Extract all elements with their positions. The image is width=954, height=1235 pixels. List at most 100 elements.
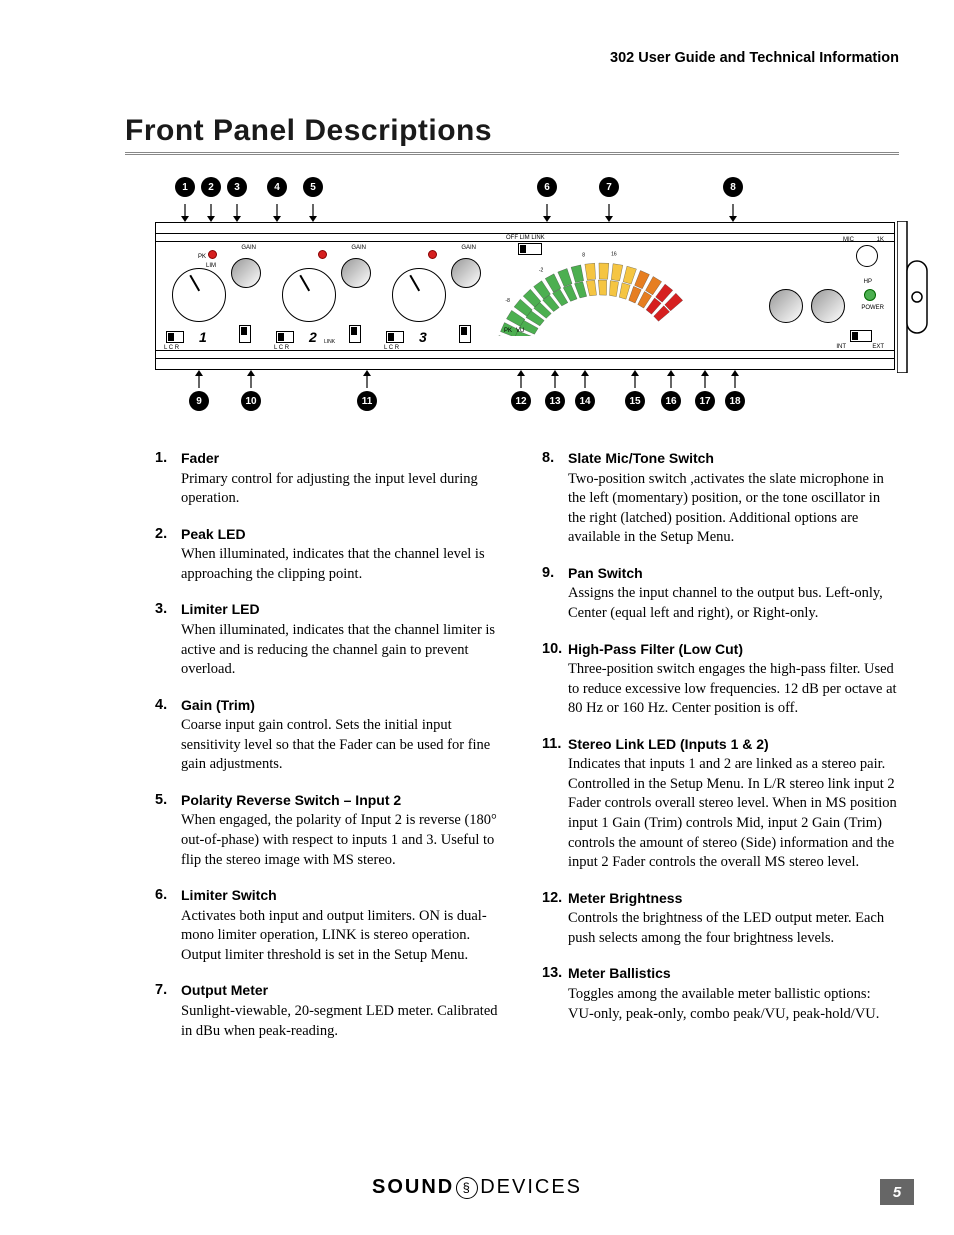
item-description: Assigns the input channel to the output … (568, 585, 883, 621)
item-number: 6. (155, 886, 181, 965)
page-header: 302 User Guide and Technical Information (115, 50, 899, 66)
svg-text:16: 16 (611, 252, 617, 258)
item-number: 4. (155, 696, 181, 775)
callout-4: 4 (267, 177, 287, 197)
item-number: 13. (542, 964, 568, 1024)
pan-switch (166, 331, 184, 343)
gain-knob (341, 258, 371, 288)
item-description: Toggles among the available meter ballis… (568, 986, 879, 1022)
description-item-3: 3. Limiter LED When illuminated, indicat… (155, 600, 512, 679)
item-title: Limiter Switch (181, 887, 277, 903)
item-number: 7. (155, 981, 181, 1041)
callout-5: 5 (303, 177, 323, 197)
description-item-8: 8. Slate Mic/Tone Switch Two-position sw… (542, 449, 899, 548)
item-title: Output Meter (181, 982, 268, 998)
callout-1: 1 (175, 177, 195, 197)
item-title: Meter Brightness (568, 890, 682, 906)
callout-11: 11 (357, 391, 377, 411)
fader-knob (282, 268, 336, 322)
description-item-4: 4. Gain (Trim) Coarse input gain control… (155, 696, 512, 775)
item-title: Stereo Link LED (Inputs 1 & 2) (568, 736, 769, 752)
description-item-2: 2. Peak LED When illuminated, indicates … (155, 525, 512, 585)
pan-switch (386, 331, 404, 343)
description-item-11: 11. Stereo Link LED (Inputs 1 & 2) Indic… (542, 735, 899, 873)
callout-9: 9 (189, 391, 209, 411)
item-title: Slate Mic/Tone Switch (568, 450, 714, 466)
wave-icon: § (456, 1177, 478, 1199)
item-number: 1. (155, 449, 181, 509)
item-number: 10. (542, 640, 568, 719)
description-item-13: 13. Meter Ballistics Toggles among the a… (542, 964, 899, 1024)
item-number: 12. (542, 889, 568, 949)
peak-led (208, 250, 217, 259)
brand-logo: SOUND § DEVICES (372, 1176, 582, 1199)
callout-18: 18 (725, 391, 745, 411)
item-description: Sunlight-viewable, 20-segment LED meter.… (181, 1003, 498, 1039)
callout-15: 15 (625, 391, 645, 411)
callout-7: 7 (599, 177, 619, 197)
callout-2: 2 (201, 177, 221, 197)
hp-knob (811, 289, 845, 323)
description-item-7: 7. Output Meter Sunlight-viewable, 20-se… (155, 981, 512, 1041)
item-description: Indicates that inputs 1 and 2 are linked… (568, 756, 897, 870)
svg-text:-8: -8 (505, 298, 510, 304)
callout-10: 10 (241, 391, 261, 411)
item-description: Controls the brightness of the LED outpu… (568, 910, 884, 946)
description-item-9: 9. Pan Switch Assigns the input channel … (542, 564, 899, 624)
callout-6: 6 (537, 177, 557, 197)
callout-3: 3 (227, 177, 247, 197)
item-number: 8. (542, 449, 568, 548)
callout-17: 17 (695, 391, 715, 411)
item-description: When illuminated, indicates that the cha… (181, 546, 485, 582)
item-title: Limiter LED (181, 601, 260, 617)
item-number: 9. (542, 564, 568, 624)
description-item-1: 1. Fader Primary control for adjusting t… (155, 449, 512, 509)
right-controls: MIC 1K HP POWER INT EXT (769, 245, 884, 350)
item-title: Peak LED (181, 526, 246, 542)
description-item-10: 10. High-Pass Filter (Low Cut) Three-pos… (542, 640, 899, 719)
hpf-switch (349, 325, 361, 343)
item-number: 2. (155, 525, 181, 585)
section-title: Front Panel Descriptions (125, 114, 899, 155)
item-description: When engaged, the polarity of Input 2 is… (181, 812, 497, 867)
description-item-5: 5. Polarity Reverse Switch – Input 2 Whe… (155, 791, 512, 870)
peak-led (428, 250, 437, 259)
slate-tone-switch (856, 245, 878, 267)
item-title: Meter Ballistics (568, 965, 671, 981)
callout-16: 16 (661, 391, 681, 411)
hpf-switch (239, 325, 251, 343)
description-item-6: 6. Limiter Switch Activates both input a… (155, 886, 512, 965)
page-number: 5 (880, 1179, 914, 1205)
mounting-bracket (897, 221, 929, 373)
hp-knob (769, 289, 803, 323)
callout-14: 14 (575, 391, 595, 411)
item-title: High-Pass Filter (Low Cut) (568, 641, 743, 657)
item-title: Gain (Trim) (181, 697, 255, 713)
item-description: Coarse input gain control. Sets the init… (181, 717, 490, 772)
pan-switch (276, 331, 294, 343)
item-description: Activates both input and output limiters… (181, 908, 487, 963)
svg-text:-2: -2 (539, 268, 544, 274)
item-title: Pan Switch (568, 565, 643, 581)
callout-12: 12 (511, 391, 531, 411)
item-title: Fader (181, 450, 219, 466)
item-number: 3. (155, 600, 181, 679)
power-switch (850, 330, 872, 342)
svg-text:8: 8 (582, 252, 585, 258)
item-description: Primary control for adjusting the input … (181, 471, 478, 507)
hpf-switch (459, 325, 471, 343)
peak-led (318, 250, 327, 259)
callout-8: 8 (723, 177, 743, 197)
item-description: When illuminated, indicates that the cha… (181, 622, 495, 677)
output-meter: OFF LIM LINK -30-14-8-2816 VU PK (496, 251, 706, 336)
item-description: Two-position switch ,activates the slate… (568, 471, 884, 546)
gain-knob (231, 258, 261, 288)
item-number: 11. (542, 735, 568, 873)
gain-knob (451, 258, 481, 288)
item-description: Three-position switch engages the high-p… (568, 661, 897, 716)
fader-knob (172, 268, 226, 322)
limiter-switch (518, 243, 542, 255)
item-title: Polarity Reverse Switch – Input 2 (181, 792, 401, 808)
front-panel-diagram: 12345678 GAIN PK LIM L C R 1 (155, 177, 895, 415)
callout-13: 13 (545, 391, 565, 411)
